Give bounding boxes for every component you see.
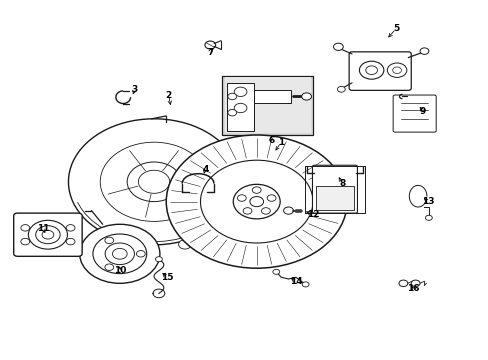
Circle shape bbox=[419, 48, 428, 54]
Circle shape bbox=[365, 66, 377, 75]
Circle shape bbox=[227, 109, 236, 116]
Bar bbox=[222, 76, 312, 135]
Circle shape bbox=[66, 225, 75, 231]
Circle shape bbox=[410, 280, 419, 287]
Circle shape bbox=[333, 43, 343, 50]
Text: 12: 12 bbox=[306, 210, 319, 219]
Text: 8: 8 bbox=[339, 179, 345, 188]
Circle shape bbox=[178, 240, 191, 249]
Text: 11: 11 bbox=[37, 224, 49, 233]
Circle shape bbox=[127, 162, 181, 202]
Circle shape bbox=[425, 215, 431, 220]
Bar bbox=[224, 77, 310, 133]
Bar bbox=[316, 186, 353, 210]
FancyBboxPatch shape bbox=[14, 213, 82, 256]
Circle shape bbox=[200, 160, 312, 243]
Circle shape bbox=[302, 282, 308, 287]
Circle shape bbox=[252, 187, 261, 193]
Polygon shape bbox=[227, 83, 254, 131]
Circle shape bbox=[301, 93, 311, 100]
Circle shape bbox=[28, 220, 67, 249]
Text: 2: 2 bbox=[165, 91, 171, 100]
Circle shape bbox=[234, 103, 246, 113]
Circle shape bbox=[249, 197, 263, 207]
Text: 1: 1 bbox=[278, 138, 284, 147]
Circle shape bbox=[359, 61, 383, 79]
Text: 14: 14 bbox=[289, 277, 302, 286]
Circle shape bbox=[261, 208, 270, 214]
Circle shape bbox=[337, 86, 345, 92]
Circle shape bbox=[227, 93, 236, 100]
Circle shape bbox=[136, 251, 145, 257]
Circle shape bbox=[204, 41, 215, 49]
Circle shape bbox=[104, 264, 113, 270]
Text: 15: 15 bbox=[161, 274, 173, 282]
Circle shape bbox=[243, 208, 251, 214]
Text: 6: 6 bbox=[268, 136, 274, 145]
Circle shape bbox=[112, 248, 127, 259]
Circle shape bbox=[392, 67, 401, 73]
Circle shape bbox=[233, 184, 280, 219]
Text: 10: 10 bbox=[113, 266, 126, 275]
Circle shape bbox=[155, 257, 162, 262]
Circle shape bbox=[36, 226, 60, 244]
FancyBboxPatch shape bbox=[392, 95, 435, 132]
Text: 3: 3 bbox=[131, 85, 137, 94]
Circle shape bbox=[237, 195, 246, 201]
Circle shape bbox=[102, 235, 115, 244]
Text: 7: 7 bbox=[206, 48, 213, 57]
Circle shape bbox=[398, 280, 407, 287]
FancyBboxPatch shape bbox=[312, 165, 357, 213]
Circle shape bbox=[80, 224, 160, 283]
Circle shape bbox=[266, 195, 275, 201]
Polygon shape bbox=[254, 90, 290, 103]
Circle shape bbox=[100, 142, 207, 221]
Circle shape bbox=[21, 225, 30, 231]
Text: 4: 4 bbox=[202, 165, 208, 174]
Circle shape bbox=[234, 87, 246, 96]
Circle shape bbox=[166, 135, 346, 268]
FancyBboxPatch shape bbox=[348, 52, 410, 90]
Circle shape bbox=[386, 63, 406, 77]
Text: 9: 9 bbox=[419, 107, 426, 116]
Circle shape bbox=[104, 237, 113, 244]
Circle shape bbox=[283, 207, 293, 214]
Text: 5: 5 bbox=[392, 24, 398, 33]
Circle shape bbox=[21, 238, 30, 245]
Circle shape bbox=[42, 230, 54, 239]
Circle shape bbox=[272, 269, 279, 274]
Circle shape bbox=[138, 170, 169, 193]
Circle shape bbox=[66, 238, 75, 245]
Circle shape bbox=[93, 234, 146, 274]
Text: 16: 16 bbox=[406, 284, 419, 293]
Circle shape bbox=[105, 243, 134, 265]
Text: 13: 13 bbox=[421, 197, 433, 206]
